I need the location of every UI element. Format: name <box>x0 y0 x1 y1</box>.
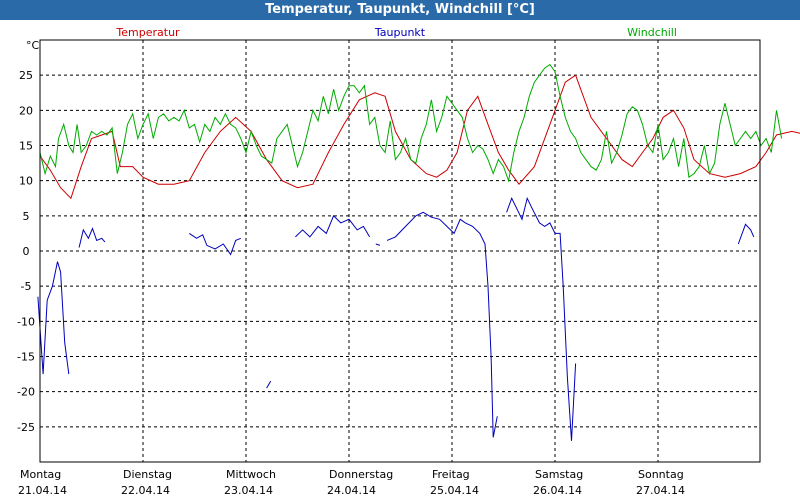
x-tick-date: 23.04.14 <box>224 484 273 497</box>
series-line-taupunkt <box>386 211 498 438</box>
plot-frame <box>39 39 761 463</box>
x-tick-date: 24.04.14 <box>327 484 376 497</box>
y-tick-label: 20 <box>19 104 33 117</box>
y-tick-label: -5 <box>21 280 32 293</box>
y-tick-label: 0 <box>23 245 30 258</box>
series-line-windchill <box>39 63 783 183</box>
series-line-taupunkt <box>266 380 272 389</box>
x-tick-date: 22.04.14 <box>121 484 170 497</box>
x-tick-day: Freitag <box>432 468 470 481</box>
x-tick-date: 27.04.14 <box>636 484 685 497</box>
x-tick-labels: Montag 21.04.14 Dienstag 22.04.14 Mittwoch 23… <box>18 468 685 497</box>
legend-windchill: Windchill <box>627 26 677 39</box>
y-tick-label: 5 <box>23 210 30 223</box>
series-line-temperatur <box>39 74 800 200</box>
series-line-taupunkt <box>295 214 371 238</box>
y-tick-label: 25 <box>19 69 33 82</box>
series-line-taupunkt <box>375 243 381 246</box>
grid-lines <box>40 40 760 462</box>
series-line-taupunkt <box>737 223 755 245</box>
x-tick-date: 25.04.14 <box>430 484 479 497</box>
series-line-taupunkt <box>37 261 70 375</box>
y-tick-label: 15 <box>19 140 33 153</box>
y-tick-label: -15 <box>17 351 35 364</box>
series-line-taupunkt <box>189 232 241 256</box>
x-tick-date: 21.04.14 <box>18 484 67 497</box>
x-tick-day: Mittwoch <box>226 468 276 481</box>
x-tick-day: Sonntag <box>638 468 684 481</box>
series-layer <box>37 63 800 441</box>
y-tick-labels: 25 20 15 10 5 0 -5 -10 -15 -20 -25 <box>17 69 35 434</box>
legend-taupunkt: Taupunkt <box>374 26 426 39</box>
y-tick-label: -25 <box>17 421 35 434</box>
x-tick-day: Dienstag <box>123 468 172 481</box>
x-tick-date: 26.04.14 <box>533 484 582 497</box>
x-tick-day: Donnerstag <box>329 468 393 481</box>
series-line-taupunkt <box>506 196 577 441</box>
chart-canvas: °C Temperatur Taupunkt Windchill 25 20 15 1… <box>0 20 800 500</box>
y-tick-label: 10 <box>19 175 33 188</box>
y-tick-label: -20 <box>17 386 35 399</box>
legend-temperatur: Temperatur <box>115 26 180 39</box>
x-tick-day: Montag <box>20 468 61 481</box>
y-tick-label: -10 <box>17 315 35 328</box>
x-tick-day: Samstag <box>535 468 583 481</box>
series-line-taupunkt <box>78 227 106 248</box>
window-title: Temperatur, Taupunkt, Windchill [°C] <box>0 0 800 20</box>
chart-background <box>0 20 800 500</box>
y-axis-label: °C <box>26 39 40 52</box>
